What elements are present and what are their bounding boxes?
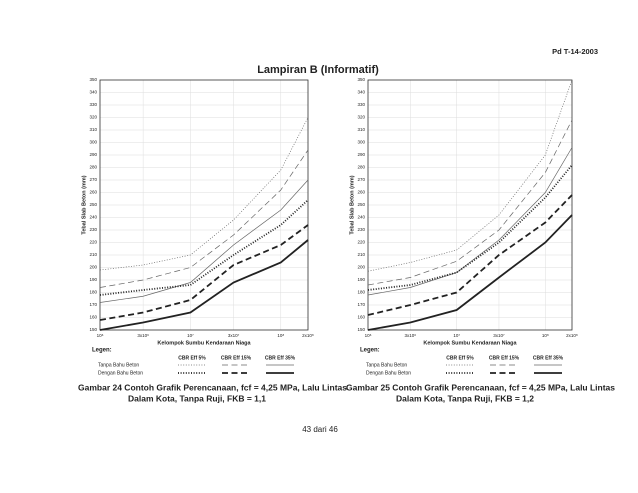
y-tick-label: 150 [357, 327, 365, 332]
y-tick-label: 220 [357, 240, 365, 245]
x-axis-label: Kelompok Sumbu Kendaraan Niaga [157, 340, 251, 346]
y-tick-label: 260 [357, 190, 365, 195]
y-tick-label: 190 [89, 277, 97, 282]
legend-column: CBR Eff 15% [489, 355, 520, 361]
y-tick-label: 210 [357, 252, 365, 257]
x-tick-label: 3x10⁶ [137, 333, 149, 338]
y-tick-label: 250 [357, 202, 365, 207]
legend-row: Tanpa Bahu Beton [366, 362, 407, 368]
y-tick-label: 200 [89, 265, 97, 270]
x-tick-label: 10⁶ [97, 333, 104, 338]
y-tick-label: 220 [89, 240, 97, 245]
y-tick-label: 330 [89, 102, 97, 107]
x-tick-label: 3x10⁶ [404, 333, 416, 338]
y-tick-label: 200 [357, 265, 365, 270]
y-tick-label: 310 [357, 127, 365, 132]
plot-frame [367, 79, 573, 331]
x-tick-label: 10⁸ [277, 333, 284, 338]
y-tick-label: 260 [89, 190, 97, 195]
y-tick-label: 290 [89, 152, 97, 157]
footer: 43 dari 46 [302, 425, 338, 434]
y-tick-label: 160 [89, 315, 97, 320]
y-tick-label: 290 [357, 152, 365, 157]
y-tick-label: 250 [89, 202, 97, 207]
y-tick-label: 180 [89, 290, 97, 295]
series-line [99, 199, 309, 296]
y-tick-label: 210 [89, 252, 97, 257]
y-tick-label: 330 [357, 102, 365, 107]
y-tick-label: 230 [89, 227, 97, 232]
series-line [367, 147, 573, 296]
series-line [99, 179, 309, 303]
y-tick-label: 160 [357, 315, 365, 320]
y-axis-label: Tebal Slab Beton (mm) [349, 175, 355, 234]
y-tick-label: 320 [357, 115, 365, 120]
y-tick-label: 280 [89, 165, 97, 170]
y-tick-label: 270 [89, 177, 97, 182]
series-line [99, 239, 309, 331]
y-tick-label: 350 [357, 77, 365, 82]
legend-row: Tanpa Bahu Beton [98, 362, 139, 368]
y-tick-label: 340 [357, 90, 365, 95]
series-line [367, 164, 573, 291]
y-tick-label: 350 [89, 77, 97, 82]
y-tick-label: 280 [357, 165, 365, 170]
y-tick-label: 170 [357, 302, 365, 307]
caption: Dalam Kota, Tanpa Ruji, FKB = 1,1 [128, 393, 266, 403]
title: Lampiran B (Informatif) [257, 64, 379, 76]
legend-row: Dengan Bahu Beton [366, 370, 411, 376]
y-tick-label: 320 [89, 115, 97, 120]
caption: Gambar 24 Contoh Grafik Perencanaan, fcf… [78, 382, 347, 392]
plot-frame [99, 79, 309, 331]
legend-column: CBR Eff 5% [178, 355, 206, 361]
legend-column: CBR Eff 35% [533, 355, 564, 361]
caption: Gambar 25 Contoh Grafik Perencanaan, fcf… [346, 382, 615, 392]
legend-title: Legen: [92, 348, 112, 354]
series-line [367, 119, 573, 286]
legend-row: Dengan Bahu Beton [98, 370, 143, 376]
y-tick-label: 340 [89, 90, 97, 95]
legend-column: CBR Eff 5% [446, 355, 474, 361]
x-axis-label: Kelompok Sumbu Kendaraan Niaga [423, 340, 517, 346]
x-tick-label: 2x10⁸ [302, 333, 314, 338]
legend-column: CBR Eff 35% [265, 355, 296, 361]
header: Pd T-14-2003 [552, 47, 598, 56]
series-line [99, 149, 309, 288]
y-tick-label: 150 [89, 327, 97, 332]
y-tick-label: 170 [89, 302, 97, 307]
y-tick-label: 180 [357, 290, 365, 295]
y-tick-label: 230 [357, 227, 365, 232]
legend-column: CBR Eff 15% [221, 355, 252, 361]
y-tick-label: 240 [357, 215, 365, 220]
x-tick-label: 10⁷ [453, 333, 460, 338]
x-tick-label: 10⁶ [365, 333, 372, 338]
x-tick-label: 3x10⁷ [493, 333, 505, 338]
y-tick-label: 240 [89, 215, 97, 220]
y-tick-label: 300 [89, 140, 97, 145]
y-tick-label: 270 [357, 177, 365, 182]
y-tick-label: 190 [357, 277, 365, 282]
series-line [367, 194, 573, 316]
x-tick-label: 10⁷ [187, 333, 194, 338]
series-line [367, 214, 573, 331]
caption: Dalam Kota, Tanpa Ruji, FKB = 1,2 [396, 393, 534, 403]
legend-title: Legen: [360, 348, 380, 354]
series-line [99, 224, 309, 321]
y-tick-label: 300 [357, 140, 365, 145]
x-tick-label: 2x10⁸ [566, 333, 578, 338]
x-tick-label: 10⁸ [542, 333, 549, 338]
x-tick-label: 3x10⁷ [228, 333, 240, 338]
y-axis-label: Tebal Slab Beton (mm) [81, 175, 87, 234]
y-tick-label: 310 [89, 127, 97, 132]
